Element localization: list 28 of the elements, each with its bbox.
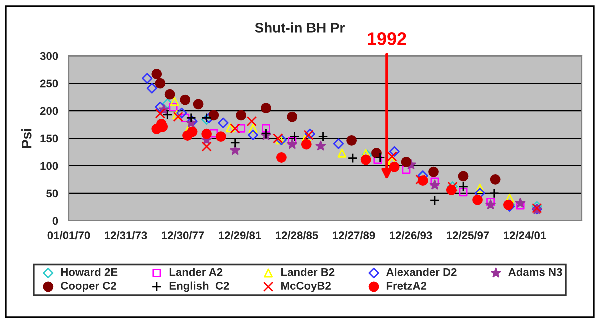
legend-label: McCoyB2 [282,282,331,292]
x-tick-label: 12/30/77 [162,231,204,240]
x-tick-label: 12/31/73 [105,231,148,240]
text: 1992 [368,32,406,46]
x-tick-label: 12/27/89 [333,231,376,240]
x-tick-label: 12/26/93 [390,231,432,240]
x-tick-label: 12/24/01 [504,231,546,240]
x-tick-label: 12/29/81 [219,231,262,240]
y-tick-label: 100 [40,162,58,170]
legend-label: English C2 [170,282,230,292]
legend-label: Howard 2E [61,268,118,276]
legend-label: Lander B2 [282,268,335,276]
y-tick-label: 300 [40,52,58,60]
chart-title: Shut-in BH Pr [255,22,345,33]
legend-label: Alexander D2 [386,268,457,276]
y-tick-label: 0 [52,217,58,226]
x-tick-label: 01/01/70 [48,231,90,240]
legend-label: Adams N3 [508,268,562,276]
x-tick-label: 12/25/97 [447,231,490,240]
legend-label: Cooper C2 [61,282,116,292]
y-axis-title: Psi [22,129,32,148]
y-tick-label: 50 [46,190,58,198]
legend-label: Lander A2 [170,268,223,276]
y-tick-label: 150 [40,134,58,143]
legend-label: FretzA2 [386,282,427,290]
y-tick-label: 200 [40,107,58,116]
x-tick-label: 12/28/85 [276,231,318,240]
y-tick-label: 250 [40,80,58,88]
